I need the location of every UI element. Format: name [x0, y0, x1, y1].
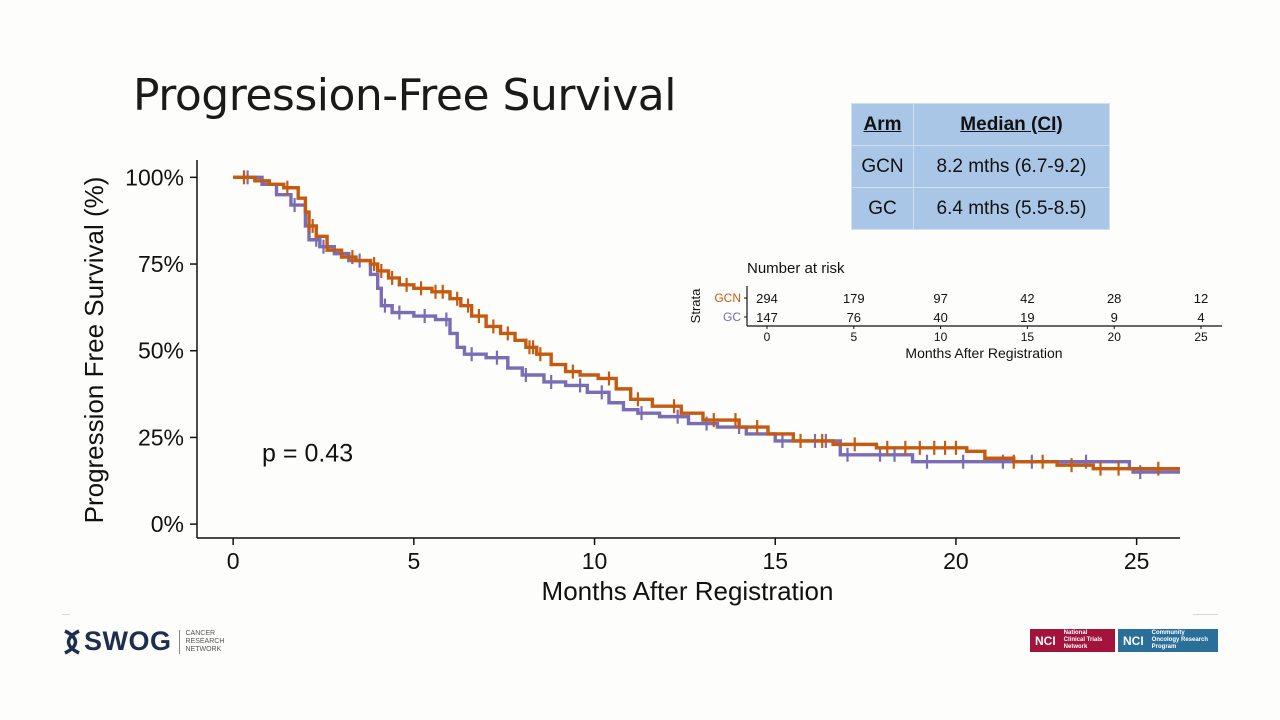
- risk-table-title: Number at risk: [747, 260, 845, 277]
- y-axis-title: Progression Free Survival (%): [79, 177, 109, 524]
- header-arm: Arm: [851, 103, 914, 146]
- km-curve-gc: [233, 175, 1180, 474]
- p-value-annotation: p = 0.43: [262, 440, 353, 468]
- risk-count: 4: [1197, 310, 1204, 325]
- x-tick-label: 25: [1124, 548, 1150, 574]
- x-axis-title: Months After Registration: [542, 576, 834, 606]
- risk-count: 147: [756, 310, 778, 325]
- swog-logo: SWOG CANCER RESEARCH NETWORK: [62, 626, 228, 657]
- risk-count: 179: [843, 291, 865, 306]
- x-tick-label: 20: [943, 548, 969, 574]
- risk-count: 19: [1020, 310, 1034, 325]
- nci-ncorp-badge: NCI Community Oncology Research Program: [1118, 629, 1218, 652]
- risk-count: 97: [933, 291, 947, 306]
- y-tick-label: 100%: [125, 164, 184, 190]
- y-tick-label: 25%: [138, 424, 184, 450]
- nci-mark: NCI: [1031, 630, 1060, 651]
- y-tick-label: 50%: [138, 338, 184, 364]
- table-row: GC 6.4 mths (5.5-8.5): [851, 187, 1110, 230]
- risk-count: 76: [847, 310, 861, 325]
- nci-ncorp-text: Community Oncology Research Program: [1147, 630, 1217, 651]
- median-cell: 8.2 mths (6.7-9.2): [913, 145, 1110, 188]
- swog-tagline: CANCER RESEARCH NETWORK: [178, 629, 228, 654]
- x-tick-label: 5: [407, 548, 420, 574]
- risk-x-tick-label: 5: [850, 330, 857, 344]
- risk-count: 42: [1020, 291, 1034, 306]
- risk-count: 9: [1111, 310, 1118, 325]
- risk-x-tick-label: 20: [1108, 330, 1122, 344]
- risk-count: 12: [1194, 291, 1208, 306]
- strata-label: Strata: [688, 288, 703, 323]
- header-median: Median (CI): [913, 103, 1110, 146]
- footer-rule-right: [1193, 614, 1218, 615]
- nci-mark: NCI: [1119, 630, 1148, 651]
- x-tick-label: 10: [582, 548, 608, 574]
- median-table-header: Arm Median (CI): [851, 103, 1110, 146]
- risk-count: 28: [1107, 291, 1121, 306]
- x-tick-label: 15: [762, 548, 788, 574]
- y-tick-label: 0%: [151, 511, 184, 537]
- nci-nctn-text: National Clinical Trials Network: [1059, 630, 1114, 651]
- km-curve-gcn: [233, 175, 1180, 471]
- arm-cell: GC: [851, 187, 914, 230]
- series-gcn: [233, 170, 1180, 476]
- slide-title: Progression-Free Survival: [133, 70, 676, 121]
- axes: 0% 25% 50% 75% 100% 0 5 10 15 20 25 Months After Re…: [79, 160, 1180, 606]
- risk-strata-gcn: GCN: [714, 291, 741, 305]
- median-table: Arm Median (CI) GCN 8.2 mths (6.7-9.2) G…: [851, 103, 1110, 230]
- dna-helix-icon: [64, 628, 80, 655]
- risk-x-tick-label: 15: [1021, 330, 1035, 344]
- x-tick-label: 0: [227, 548, 240, 574]
- risk-x-tick-label: 25: [1194, 330, 1208, 344]
- survival-curves: [233, 170, 1180, 480]
- footer-rule-left: [62, 614, 70, 615]
- median-cell: 6.4 mths (5.5-8.5): [913, 187, 1110, 230]
- y-tick-label: 75%: [138, 251, 184, 277]
- arm-cell: GCN: [851, 145, 914, 188]
- risk-x-tick-label: 10: [934, 330, 948, 344]
- swog-wordmark: SWOG: [84, 626, 172, 656]
- risk-count: 40: [933, 310, 947, 325]
- nci-nctn-badge: NCI National Clinical Trials Network: [1030, 629, 1115, 652]
- risk-count: 294: [756, 291, 778, 306]
- risk-x-axis-title: Months After Registration: [905, 345, 1062, 361]
- table-row: GCN 8.2 mths (6.7-9.2): [851, 145, 1110, 188]
- risk-x-tick-label: 0: [764, 330, 771, 344]
- risk-strata-gc: GC: [723, 310, 741, 324]
